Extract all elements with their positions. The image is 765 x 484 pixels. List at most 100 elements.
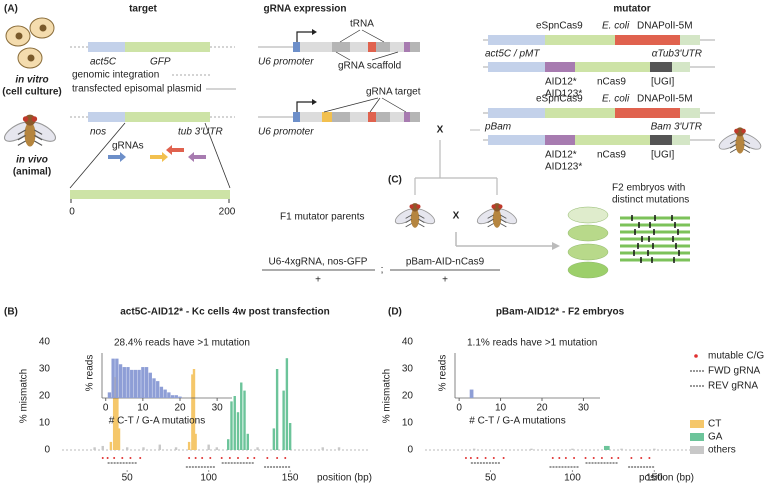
connector xyxy=(361,29,385,43)
bar xyxy=(337,447,341,450)
mutable-site xyxy=(209,457,212,459)
x-tick-label: 100 xyxy=(200,473,217,484)
x-tick-label: 10 xyxy=(137,403,149,414)
legend-label: CT xyxy=(708,419,721,430)
mutable-site xyxy=(610,457,613,459)
bar xyxy=(607,445,610,450)
fly-leg xyxy=(743,144,751,149)
x-axis-label: # C-T / G-A mutations xyxy=(109,416,206,427)
segment xyxy=(390,112,404,122)
segment xyxy=(376,42,390,52)
mutable-site xyxy=(640,457,643,459)
label: X xyxy=(453,211,460,222)
label: Bam 3'UTR xyxy=(651,122,702,133)
mutable-site xyxy=(592,457,595,459)
mutable-site xyxy=(617,457,620,459)
mutable-site xyxy=(220,457,223,459)
bar xyxy=(137,369,141,398)
mutable-site xyxy=(648,457,651,459)
segment xyxy=(488,35,545,45)
fly-eye xyxy=(22,116,29,122)
fly-eye xyxy=(491,204,496,209)
connector xyxy=(204,122,231,189)
y-tick-label: 20 xyxy=(402,391,414,402)
mutable-site xyxy=(228,457,231,459)
mutable-site xyxy=(492,457,495,459)
segment xyxy=(332,112,350,122)
segment xyxy=(650,62,672,72)
mutable-site xyxy=(551,457,554,459)
segment xyxy=(545,135,575,145)
y-tick-label: 30 xyxy=(39,364,51,375)
mutable-site xyxy=(276,457,279,459)
bar xyxy=(605,445,609,450)
fly-body xyxy=(492,209,502,228)
bar xyxy=(126,367,130,398)
bar xyxy=(109,441,113,450)
panel-label: (D) xyxy=(388,307,402,318)
segment xyxy=(680,108,700,118)
scale-bar xyxy=(70,190,230,199)
segment xyxy=(545,62,575,72)
label: E. coli xyxy=(602,94,630,105)
bar xyxy=(530,448,533,450)
label: eSpnCas9 xyxy=(536,21,583,32)
bar xyxy=(174,447,178,450)
mutable-site xyxy=(201,457,204,459)
mutable-site xyxy=(630,457,633,459)
cell-nucleus xyxy=(39,24,47,32)
label: in vivo xyxy=(16,155,48,166)
bar xyxy=(571,448,574,450)
y-tick-label: 40 xyxy=(402,337,414,348)
bar xyxy=(227,439,230,450)
fly-leg xyxy=(500,223,507,228)
label: U6 promoter xyxy=(258,127,314,138)
connector xyxy=(381,97,407,113)
label: gRNA target xyxy=(366,87,421,98)
segment xyxy=(650,135,672,145)
label: act5C / pMT xyxy=(485,49,540,60)
bar xyxy=(282,390,285,450)
bar xyxy=(469,389,474,398)
mutable-site xyxy=(188,457,191,459)
fly-eye xyxy=(416,204,421,209)
fly-leg xyxy=(729,139,737,144)
x-tick-label: 50 xyxy=(122,473,134,484)
bar xyxy=(142,447,145,450)
bar xyxy=(256,447,259,450)
x-tick-label: 20 xyxy=(536,403,548,414)
mutable-site xyxy=(129,457,132,459)
promoter-arrowhead xyxy=(312,29,317,35)
label: F2 embryos with xyxy=(612,183,685,194)
bar xyxy=(233,396,236,450)
bar xyxy=(230,401,233,450)
connector xyxy=(323,97,379,113)
connector xyxy=(339,29,361,43)
label: nCas9 xyxy=(597,77,626,88)
chart-title: act5C-AID12* - Kc cells 4w post transfec… xyxy=(120,307,330,318)
bar xyxy=(114,377,117,450)
bar xyxy=(192,369,196,450)
connector xyxy=(335,51,351,61)
label: + xyxy=(442,275,448,286)
x-tick-label: 10 xyxy=(495,403,507,414)
y-axis-label: % reads xyxy=(85,355,96,392)
label: AID12* xyxy=(545,77,577,88)
label: AID123* xyxy=(545,162,582,173)
segment xyxy=(680,35,700,45)
label: (cell culture) xyxy=(2,87,61,98)
fly-body xyxy=(24,122,36,147)
segment xyxy=(125,42,210,52)
embryo xyxy=(567,206,609,224)
bar xyxy=(158,444,161,450)
fly-leg xyxy=(743,139,751,144)
cell-nucleus xyxy=(27,54,35,62)
bar xyxy=(122,367,126,398)
y-tick-label: 0 xyxy=(44,445,50,456)
label: pBam-AID-nCas9 xyxy=(406,257,485,268)
bar xyxy=(107,392,112,398)
label: E. coli xyxy=(602,21,630,32)
connector xyxy=(69,122,126,189)
y-axis-label: % mismatch xyxy=(382,369,393,423)
